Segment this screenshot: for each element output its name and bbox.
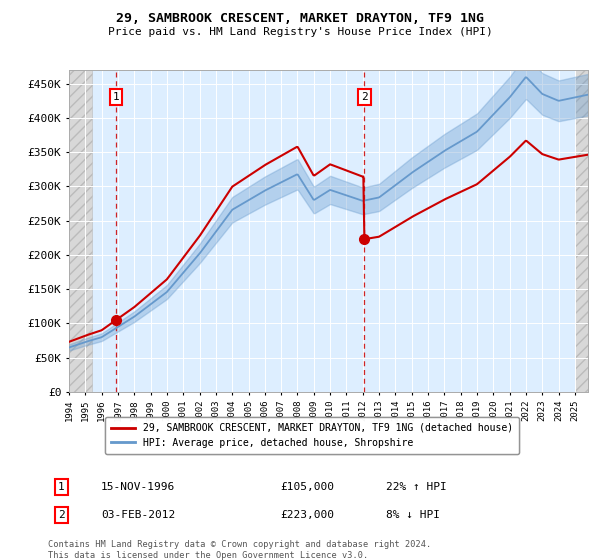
Text: 22% ↑ HPI: 22% ↑ HPI <box>386 482 446 492</box>
Legend: 29, SAMBROOK CRESCENT, MARKET DRAYTON, TF9 1NG (detached house), HPI: Average pr: 29, SAMBROOK CRESCENT, MARKET DRAYTON, T… <box>105 417 519 454</box>
Bar <box>69 70 92 392</box>
Text: 2: 2 <box>58 510 65 520</box>
Text: 03-FEB-2012: 03-FEB-2012 <box>101 510 175 520</box>
Text: 1: 1 <box>58 482 65 492</box>
Text: 29, SAMBROOK CRESCENT, MARKET DRAYTON, TF9 1NG: 29, SAMBROOK CRESCENT, MARKET DRAYTON, T… <box>116 12 484 25</box>
Text: 15-NOV-1996: 15-NOV-1996 <box>101 482 175 492</box>
Text: £105,000: £105,000 <box>280 482 334 492</box>
Bar <box>575 70 588 392</box>
Text: 1: 1 <box>113 92 119 102</box>
Text: 8% ↓ HPI: 8% ↓ HPI <box>386 510 440 520</box>
Text: £223,000: £223,000 <box>280 510 334 520</box>
Text: Contains HM Land Registry data © Crown copyright and database right 2024.
This d: Contains HM Land Registry data © Crown c… <box>48 540 431 560</box>
Text: Price paid vs. HM Land Registry's House Price Index (HPI): Price paid vs. HM Land Registry's House … <box>107 27 493 37</box>
Text: 2: 2 <box>361 92 367 102</box>
